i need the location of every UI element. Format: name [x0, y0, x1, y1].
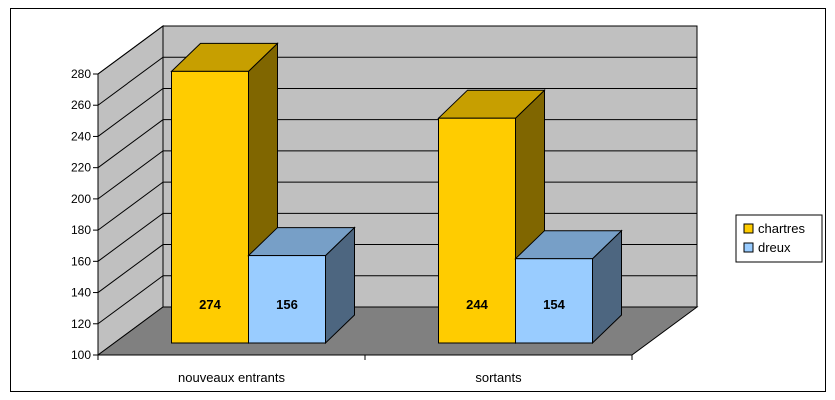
gridline — [97, 56, 697, 106]
bar-front — [171, 70, 249, 344]
data-label: 156 — [276, 297, 298, 312]
legend-label: dreux — [758, 240, 791, 255]
bar-chartres: 274 — [170, 42, 279, 345]
y-tick-label: 100 — [71, 348, 91, 362]
data-label: 244 — [466, 297, 488, 312]
bar-front — [438, 117, 516, 344]
y-tick-label: 220 — [71, 161, 91, 175]
gridline — [97, 25, 697, 75]
y-tick-label: 180 — [71, 223, 91, 237]
x-category-label: nouveaux entrants — [178, 370, 285, 385]
bar-dreux: 156 — [247, 226, 356, 345]
y-tick-label: 140 — [71, 286, 91, 300]
bars: 274 156 244 154 — [170, 42, 623, 345]
y-tick-label: 260 — [71, 98, 91, 112]
y-tick-label: 200 — [71, 192, 91, 206]
bar-front — [515, 258, 593, 344]
legend-swatch — [743, 223, 754, 234]
x-category-label: sortants — [475, 370, 522, 385]
legend: chartres dreux — [735, 214, 823, 263]
legend-box — [735, 214, 823, 263]
gridline — [97, 87, 697, 137]
y-tick-label: 160 — [71, 254, 91, 268]
y-tick-label: 280 — [71, 67, 91, 81]
side-wall — [97, 25, 164, 356]
data-label: 274 — [199, 297, 221, 312]
bar-dreux: 154 — [514, 229, 623, 345]
y-tick-label: 120 — [71, 317, 91, 331]
data-label: 154 — [543, 297, 565, 312]
bar-front — [248, 255, 326, 344]
legend-swatch — [743, 242, 754, 253]
x-axis-labels: nouveaux entrants sortants — [178, 370, 522, 385]
legend-label: chartres — [758, 221, 805, 236]
y-tick-label: 240 — [71, 129, 91, 143]
y-axis: 100 120 140 160 180 200 220 240 260 280 — [71, 67, 633, 362]
